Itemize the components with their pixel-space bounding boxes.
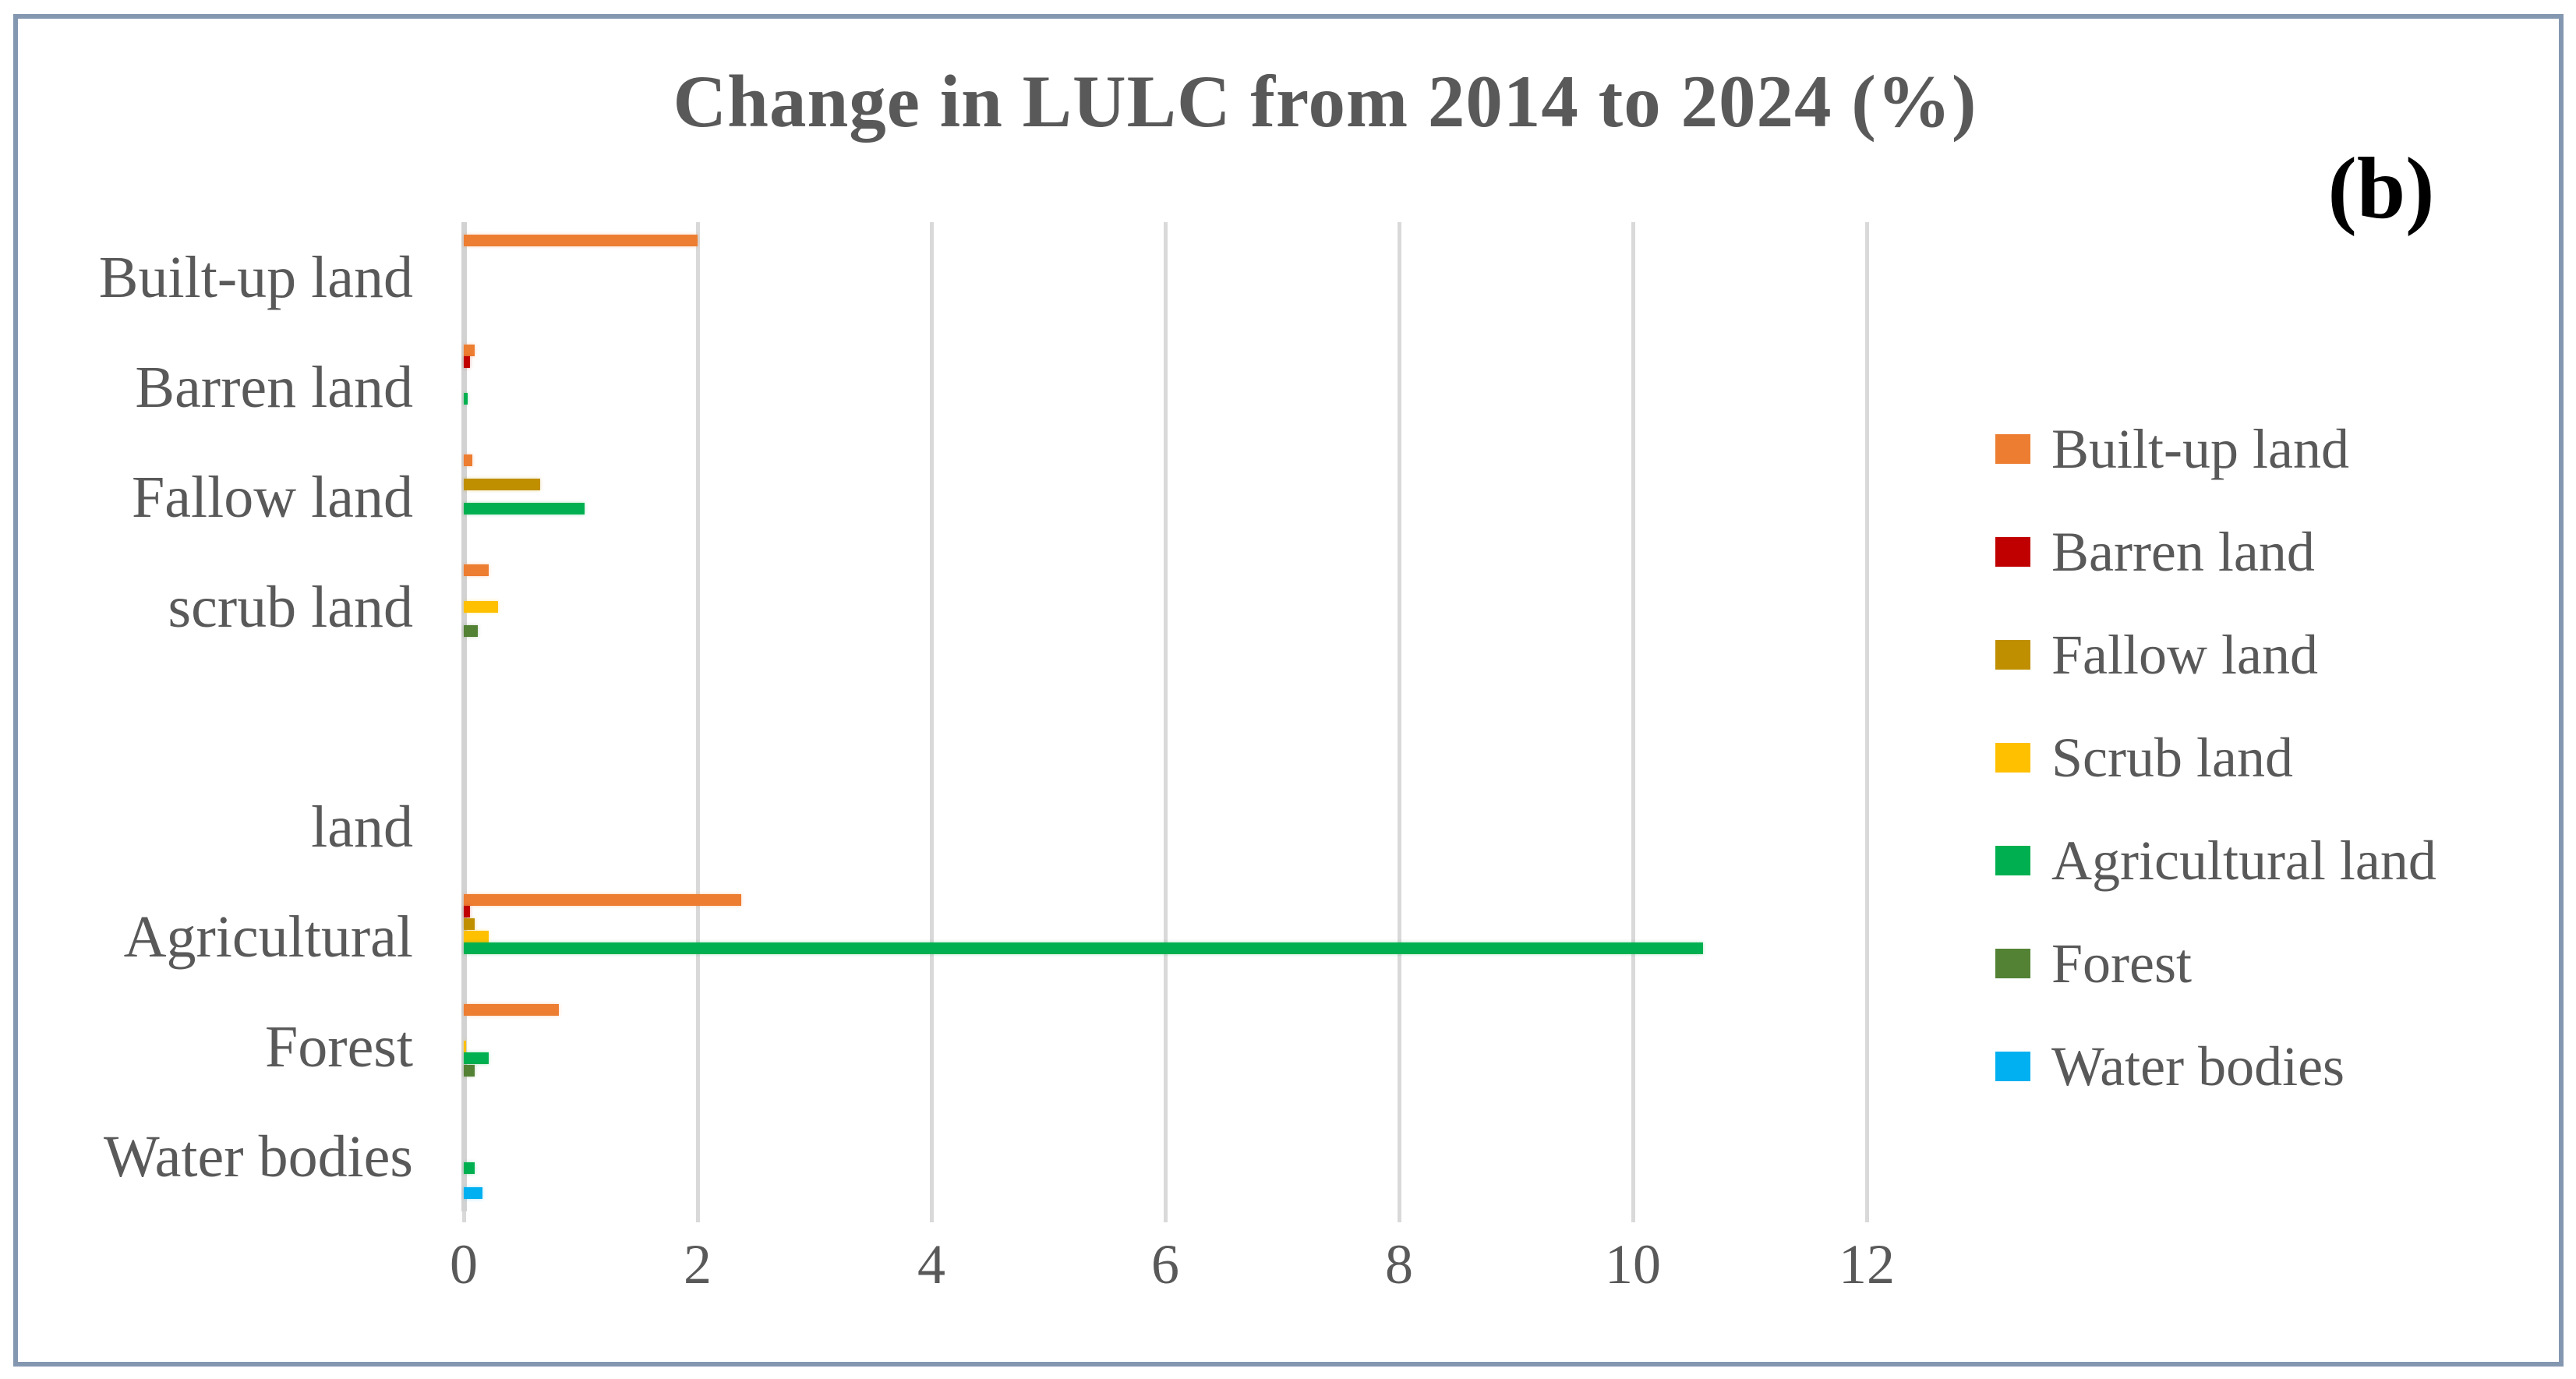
legend-label: Water bodies	[2051, 1035, 2345, 1098]
bar-scrub-land-cat3	[464, 600, 498, 613]
gridline-4	[929, 222, 934, 1211]
x-tick-label-6: 6	[1151, 1233, 1179, 1296]
gridline-6	[1163, 222, 1168, 1211]
category-label-6: Agricultural	[123, 903, 413, 970]
legend-label: Scrub land	[2051, 727, 2293, 789]
bar-built-up-land-cat7	[464, 1003, 559, 1016]
x-tick-label-0: 0	[450, 1233, 478, 1296]
figure-label: (b)	[2327, 140, 2435, 237]
gridline-2	[695, 222, 700, 1211]
legend-label: Barren land	[2051, 521, 2315, 583]
bar-fallow-land-cat2	[464, 478, 540, 490]
tick-mark-10	[1631, 1211, 1635, 1222]
legend-label: Built-up land	[2051, 418, 2349, 480]
category-label-5: land	[311, 794, 413, 860]
gridline-10	[1631, 222, 1635, 1211]
x-tick-label-10: 10	[1605, 1233, 1661, 1296]
legend-label: Forest	[2051, 932, 2192, 995]
chart-title: Change in LULC from 2014 to 2024 (%)	[673, 60, 1977, 143]
chart-frame-border	[13, 14, 2564, 1367]
bar-agricultural-land-cat1	[464, 393, 468, 405]
x-tick-label-4: 4	[917, 1233, 945, 1296]
bar-scrub-land-cat7	[464, 1040, 466, 1052]
bar-agricultural-land-cat2	[464, 503, 585, 515]
x-tick-label-2: 2	[684, 1233, 712, 1296]
bar-scrub-land-cat6	[464, 930, 489, 942]
tick-mark-4	[929, 1211, 934, 1222]
legend-swatch-icon	[1995, 640, 2030, 670]
bar-agricultural-land-cat8	[464, 1162, 475, 1175]
category-label-8: Water bodies	[104, 1123, 413, 1190]
gridline-12	[1864, 222, 1869, 1211]
bar-forest-cat7	[464, 1065, 475, 1077]
bar-forest-cat3	[464, 625, 478, 637]
bar-agricultural-land-cat7	[464, 1052, 489, 1065]
bar-fallow-land-cat6	[464, 918, 475, 930]
x-tick-label-8: 8	[1385, 1233, 1413, 1296]
bar-built-up-land-cat3	[464, 564, 489, 576]
bar-built-up-land-cat1	[464, 344, 475, 356]
x-tick-label-12: 12	[1839, 1233, 1895, 1296]
category-label-7: Forest	[265, 1013, 413, 1080]
legend-label: Fallow land	[2051, 624, 2318, 686]
legend-swatch-icon	[1995, 537, 2030, 567]
value-axis-line	[461, 222, 467, 1211]
category-label-2: Fallow land	[132, 464, 413, 530]
tick-mark-0	[461, 1211, 466, 1222]
legend-label: Agricultural land	[2051, 829, 2436, 892]
category-label-1: Barren land	[135, 354, 413, 420]
gridline-8	[1397, 222, 1401, 1211]
legend-swatch-icon	[1995, 846, 2030, 875]
legend-swatch-icon	[1995, 743, 2030, 773]
bar-built-up-land-cat6	[464, 893, 741, 906]
legend-swatch-icon	[1995, 1052, 2030, 1081]
legend-swatch-icon	[1995, 949, 2030, 978]
category-label-3: scrub land	[168, 574, 413, 640]
bar-built-up-land-cat2	[464, 454, 472, 466]
bar-water-bodies-cat8	[464, 1186, 482, 1199]
tick-mark-8	[1397, 1211, 1401, 1222]
bar-agricultural-land-cat6	[464, 942, 1703, 955]
bar-barren-land-cat6	[464, 906, 470, 918]
category-label-0: Built-up land	[98, 244, 413, 310]
tick-mark-2	[695, 1211, 700, 1222]
plot-area	[461, 222, 1869, 1222]
tick-mark-6	[1163, 1211, 1168, 1222]
bar-built-up-land-cat0	[464, 234, 698, 246]
tick-mark-12	[1864, 1211, 1869, 1222]
bar-barren-land-cat1	[464, 356, 470, 369]
legend-swatch-icon	[1995, 434, 2030, 464]
